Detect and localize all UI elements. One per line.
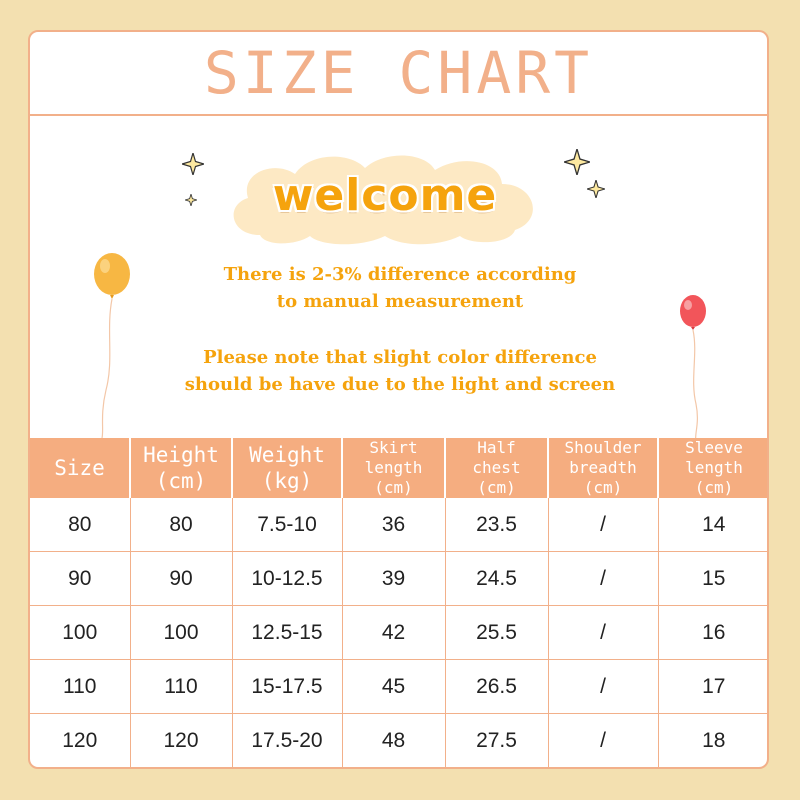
cloud-shape [233, 155, 533, 245]
cell-height: 90 [130, 551, 233, 606]
header-weight: Weight (kg) [232, 438, 343, 498]
cell-half-chest: 24.5 [445, 551, 549, 606]
header-shoulder-breadth: Shoulder breadth (cm) [548, 438, 659, 498]
header-half-chest: Half chest (cm) [445, 438, 549, 498]
note-line: There is 2-3% difference according [223, 264, 577, 285]
header-sleeve-length: Sleeve length (cm) [658, 438, 767, 498]
sparkle-icon [587, 180, 605, 198]
cell-weight: 12.5-15 [232, 605, 343, 660]
header-skirt-length: Skirt length (cm) [342, 438, 446, 498]
table-row: 100 100 12.5-15 42 25.5 / 16 [30, 605, 767, 660]
cell-sleeve-length: 17 [658, 659, 767, 714]
cell-shoulder-breadth: / [548, 498, 659, 552]
table-row: 80 80 7.5-10 36 23.5 / 14 [30, 498, 767, 552]
table-row: 120 120 17.5-20 48 27.5 / 18 [30, 713, 767, 767]
note-line: should be have due to the light and scre… [184, 374, 616, 395]
color-note: Please note that slight color difference… [90, 344, 710, 398]
cell-skirt-length: 39 [342, 551, 446, 606]
cell-sleeve-length: 14 [658, 498, 767, 552]
red-balloon-icon [680, 295, 706, 443]
cell-half-chest: 26.5 [445, 659, 549, 714]
cell-size: 120 [30, 713, 131, 767]
page-title: SIZE CHART [203, 39, 594, 107]
cell-skirt-length: 48 [342, 713, 446, 767]
title-band: SIZE CHART [30, 32, 767, 116]
cell-sleeve-length: 18 [702, 728, 726, 752]
size-chart-card: SIZE CHART welcome There is 2-3% differe… [28, 30, 769, 769]
cell-half-chest: 23.5 [445, 498, 549, 552]
cell-skirt-length: 36 [342, 498, 446, 552]
header-size: Size [30, 438, 131, 498]
size-table: Size Height (cm) Weight (kg) Skirt length (c… [30, 438, 767, 767]
cell-size: 80 [30, 498, 131, 552]
cell-size: 100 [30, 605, 131, 660]
table-row: 110 110 15-17.5 45 26.5 / 17 [30, 659, 767, 714]
cell-weight: 10-12.5 [232, 551, 343, 606]
cell-height: 80 [130, 498, 233, 552]
cell-half-chest: 27.5 [445, 713, 549, 767]
cell-half-chest: 25.5 [445, 605, 549, 660]
cell-weight: 15-17.5 [232, 659, 343, 714]
cell-height: 110 [130, 659, 233, 714]
table-row: 90 90 10-12.5 39 24.5 / 15 [30, 551, 767, 606]
cell-shoulder-breadth: / [548, 713, 659, 767]
measurement-note: There is 2-3% difference according to ma… [90, 261, 710, 315]
cell-size: 90 [30, 551, 131, 606]
sparkle-icon [182, 153, 204, 175]
cell-skirt-length: 42 [342, 605, 446, 660]
cell-shoulder-breadth: / [548, 659, 659, 714]
sparkle-icon [185, 194, 197, 206]
cell-weight: 17.5-20 [232, 713, 343, 767]
sparkle-icon [564, 149, 590, 175]
cell-shoulder-breadth: / [548, 551, 659, 606]
table-header-row: Size Height (cm) Weight (kg) Skirt length (c… [30, 438, 767, 498]
welcome-heading: welcome [272, 169, 498, 221]
cell-weight: 7.5-10 [232, 498, 343, 552]
cell-sleeve-length: 16 [658, 605, 767, 660]
cell-sleeve-length: 15 [658, 551, 767, 606]
note-line: to manual measurement [276, 291, 524, 312]
cell-height: 120 [130, 713, 233, 767]
cell-shoulder-breadth: / [548, 605, 659, 660]
yellow-balloon-icon [94, 253, 130, 439]
cell-skirt-length: 45 [342, 659, 446, 714]
cell-height: 100 [130, 605, 233, 660]
cell-size: 110 [30, 659, 131, 714]
note-line: Please note that slight color difference [203, 347, 597, 368]
header-height: Height (cm) [130, 438, 233, 498]
